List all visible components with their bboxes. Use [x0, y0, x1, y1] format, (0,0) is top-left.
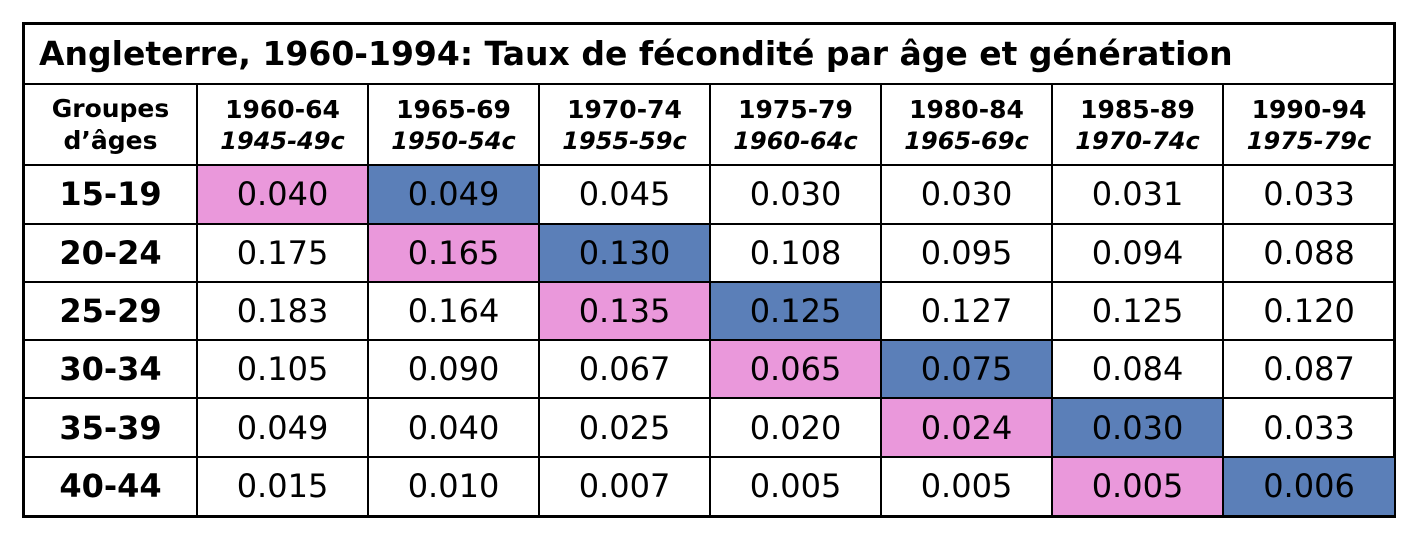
age-group-header-line: d’âges [63, 125, 158, 155]
period-label: 1975-79 [738, 94, 853, 124]
rate-cell: 0.006 [1222, 455, 1394, 515]
rate-cell: 0.040 [196, 164, 369, 225]
age-group-cell: 40-44 [25, 455, 198, 515]
cohort-label: 1975-79c [1246, 126, 1372, 155]
period-label: 1985-89 [1080, 94, 1195, 124]
cohort-label: 1945-49c [220, 126, 345, 155]
rate-cell: 0.130 [538, 222, 711, 283]
rate-cell: 0.033 [1222, 397, 1394, 458]
age-group-cell: 20-24 [25, 222, 198, 283]
rate-cell: 0.164 [367, 280, 540, 342]
age-group-header-line: Groupes [51, 93, 170, 123]
rate-cell: 0.125 [1051, 280, 1224, 342]
rate-cell: 0.095 [880, 222, 1053, 283]
period-label: 1990-94 [1251, 94, 1367, 124]
rate-cell: 0.127 [880, 280, 1053, 342]
period-label: 1980-84 [909, 94, 1024, 124]
rate-cell: 0.045 [538, 164, 711, 225]
age-group-cell: 35-39 [25, 397, 198, 458]
rate-cell: 0.031 [1051, 164, 1224, 225]
rate-cell: 0.175 [196, 222, 369, 283]
rate-cell: 0.005 [880, 455, 1053, 515]
column-header: 1970-74 1955-59c [538, 85, 711, 167]
table-row: 40-44 0.015 0.010 0.007 0.005 0.005 0.005 0.006 [25, 455, 1394, 515]
rate-cell: 0.087 [1222, 339, 1394, 400]
cohort-label: 1965-69c [904, 126, 1029, 155]
rate-cell: 0.125 [709, 280, 882, 342]
rate-cell: 0.049 [367, 164, 540, 225]
age-group-cell: 25-29 [25, 280, 198, 342]
table-row: 15-19 0.040 0.049 0.045 0.030 0.030 0.031 0.033 [25, 164, 1394, 225]
rate-cell: 0.020 [709, 397, 882, 458]
age-group-cell: 15-19 [25, 164, 198, 225]
table-row: 20-24 0.175 0.165 0.130 0.108 0.095 0.094 0.088 [25, 222, 1394, 283]
cohort-label: 1955-59c [562, 126, 687, 155]
rate-cell: 0.075 [880, 339, 1053, 400]
rate-cell: 0.065 [709, 339, 882, 400]
rate-cell: 0.183 [196, 280, 369, 342]
column-header: 1960-64 1945-49c [196, 85, 369, 167]
rate-cell: 0.005 [709, 455, 882, 515]
fertility-table: Groupes d’âges 1960-64 1945-49c 1965-69 1950-… [25, 85, 1394, 515]
column-header: 1965-69 1950-54c [367, 85, 540, 167]
column-header: 1985-89 1970-74c [1051, 85, 1224, 167]
table-row: 30-34 0.105 0.090 0.067 0.065 0.075 0.084 0.087 [25, 339, 1394, 400]
age-group-header: Groupes d’âges [25, 85, 198, 167]
rate-cell: 0.040 [367, 397, 540, 458]
rate-cell: 0.094 [1051, 222, 1224, 283]
header-row: Groupes d’âges 1960-64 1945-49c 1965-69 1950-… [25, 85, 1394, 167]
rate-cell: 0.015 [196, 455, 369, 515]
table-row: 25-29 0.183 0.164 0.135 0.125 0.127 0.125 0.120 [25, 280, 1394, 342]
rate-cell: 0.049 [196, 397, 369, 458]
rate-cell: 0.005 [1051, 455, 1224, 515]
column-header: 1975-79 1960-64c [709, 85, 882, 167]
rate-cell: 0.025 [538, 397, 711, 458]
rate-cell: 0.030 [1051, 397, 1224, 458]
rate-cell: 0.120 [1222, 280, 1394, 342]
rate-cell: 0.165 [367, 222, 540, 283]
rate-cell: 0.067 [538, 339, 711, 400]
cohort-label: 1970-74c [1075, 126, 1200, 155]
rate-cell: 0.105 [196, 339, 369, 400]
period-label: 1960-64 [225, 94, 340, 124]
fertility-table-frame: Angleterre, 1960-1994: Taux de fécondité… [22, 22, 1396, 518]
column-header: 1980-84 1965-69c [880, 85, 1053, 167]
rate-cell: 0.088 [1222, 222, 1394, 283]
rate-cell: 0.084 [1051, 339, 1224, 400]
rate-cell: 0.024 [880, 397, 1053, 458]
cohort-label: 1960-64c [733, 126, 858, 155]
column-header: 1990-94 1975-79c [1222, 85, 1394, 167]
rate-cell: 0.090 [367, 339, 540, 400]
rate-cell: 0.010 [367, 455, 540, 515]
cohort-label: 1950-54c [391, 126, 516, 155]
period-label: 1965-69 [396, 94, 511, 124]
rate-cell: 0.135 [538, 280, 711, 342]
age-group-cell: 30-34 [25, 339, 198, 400]
table-row: 35-39 0.049 0.040 0.025 0.020 0.024 0.030 0.033 [25, 397, 1394, 458]
rate-cell: 0.030 [709, 164, 882, 225]
rate-cell: 0.007 [538, 455, 711, 515]
rate-cell: 0.030 [880, 164, 1053, 225]
rate-cell: 0.033 [1222, 164, 1394, 225]
rate-cell: 0.108 [709, 222, 882, 283]
table-title: Angleterre, 1960-1994: Taux de fécondité… [25, 25, 1393, 85]
period-label: 1970-74 [567, 94, 682, 124]
